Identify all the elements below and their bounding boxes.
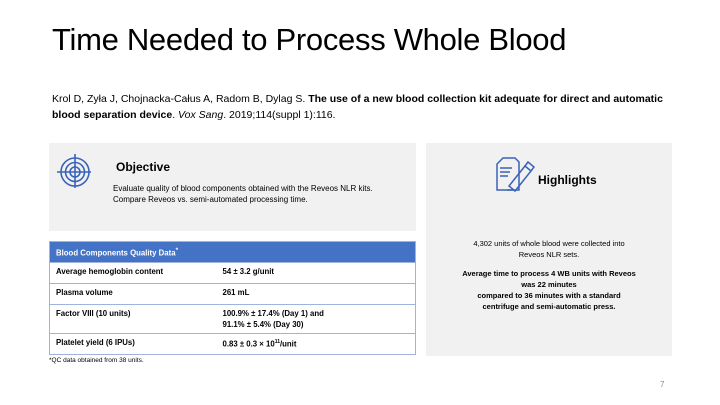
highlight-units-collected: 4,302 units of whole blood were collecte…: [426, 238, 672, 260]
citation-authors: Krol D, Zyła J, Chojnacka-Całus A, Radom…: [52, 93, 309, 105]
table-header: Blood Components Quality Data*: [49, 241, 416, 263]
table-row: Plasma volume 261 mL: [49, 283, 416, 305]
page-number: 7: [660, 380, 665, 389]
row-label: Plasma volume: [49, 283, 217, 305]
row-value-line: 100.9% ± 17.4% (Day 1) and: [222, 309, 324, 318]
row-value: 100.9% ± 17.4% (Day 1) and 91.1% ± 5.4% (…: [216, 304, 416, 334]
citation-title: The use of a new blood collection kit ad…: [52, 93, 663, 121]
row-value: 261 mL: [216, 283, 416, 305]
value-unit: /unit: [279, 339, 297, 349]
row-label: Factor VIII (10 units): [49, 304, 217, 334]
citation: Krol D, Zyła J, Chojnacka-Całus A, Radom…: [52, 91, 692, 123]
objective-line: Compare Reveos vs. semi-automated proces…: [113, 195, 308, 204]
table-footnote: *QC data obtained from 38 units.: [49, 357, 144, 364]
objective-text: Evaluate quality of blood components obt…: [113, 183, 373, 205]
row-value: 0.83 ± 0.3 × 1011/unit: [216, 333, 416, 355]
header-footnote-mark: *: [175, 246, 179, 254]
table-row: Average hemoglobin content 54 ± 3.2 g/uni…: [49, 262, 416, 284]
highlight-text: compared to 36 minutes with a standard c…: [477, 291, 621, 311]
table-row: Platelet yield (6 IPUs) 0.83 ± 0.3 × 1011…: [49, 333, 416, 355]
citation-rest: . 2019;114(suppl 1):116.: [223, 109, 336, 121]
row-value: 54 ± 3.2 g/unit: [216, 262, 416, 284]
objective-line: Evaluate quality of blood components obt…: [113, 184, 373, 193]
value-exponent: 11: [274, 339, 280, 345]
table-header-text: Blood Components Quality Data: [56, 248, 176, 258]
target-icon: [57, 154, 91, 188]
citation-journal: Vox Sang: [178, 109, 224, 121]
citation-sep: .: [172, 109, 179, 121]
highlights-heading: Highlights: [538, 173, 597, 187]
row-label: Average hemoglobin content: [49, 262, 217, 284]
highlight-processing-time: Average time to process 4 WB units with …: [426, 268, 672, 312]
slide-title: Time Needed to Process Whole Blood: [52, 22, 567, 57]
value-text: 0.83 ± 0.3 × 10: [222, 339, 275, 349]
document-highlighter-icon: [496, 157, 535, 193]
row-label: Platelet yield (6 IPUs): [49, 333, 217, 355]
highlights-panel: [426, 143, 672, 356]
quality-data-table: Blood Components Quality Data* Average h…: [49, 241, 416, 355]
highlight-text: 4,302 units of whole blood were collecte…: [473, 239, 625, 259]
highlight-text: Average time to process 4 WB units with …: [462, 269, 636, 289]
table-row: Factor VIII (10 units) 100.9% ± 17.4% (Da…: [49, 304, 416, 334]
objective-panel: [49, 143, 416, 231]
row-value-line: 91.1% ± 5.4% (Day 30): [222, 320, 304, 329]
objective-heading: Objective: [116, 160, 171, 174]
